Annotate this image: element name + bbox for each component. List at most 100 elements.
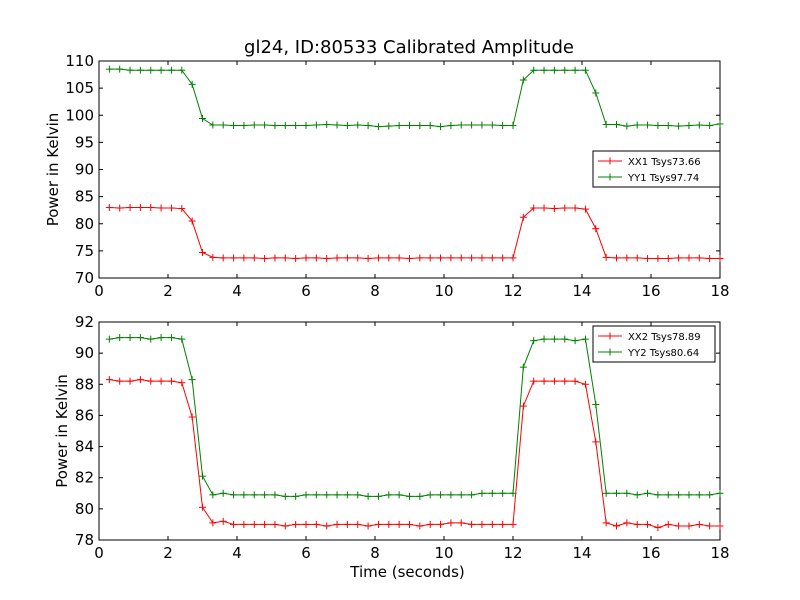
data-point	[302, 122, 310, 130]
data-point	[426, 520, 434, 528]
data-point	[509, 520, 517, 528]
data-point	[240, 254, 248, 262]
data-point	[230, 491, 238, 499]
data-point	[333, 520, 341, 528]
data-point	[188, 80, 196, 88]
data-point	[478, 489, 486, 497]
data-point	[126, 334, 134, 342]
data-point	[312, 254, 320, 262]
x-tick-label: 14	[572, 282, 591, 300]
data-point	[209, 121, 217, 129]
data-point	[312, 520, 320, 528]
y-tick-label: 80	[75, 215, 94, 233]
legend: XX2 Tsys78.89 YY2 Tsys80.64	[592, 325, 716, 363]
legend-label: XX2 Tsys78.89	[628, 332, 701, 343]
data-point	[664, 520, 672, 528]
data-point	[519, 402, 527, 410]
data-point	[509, 122, 517, 130]
data-point	[240, 491, 248, 499]
x-tick-label: 18	[710, 282, 729, 300]
bottom-plot-panel: 0 2 4 6 8 10 12 14 16 18 78 80 82 84 86 88 90 92 Power in …	[53, 313, 730, 581]
data-point	[199, 503, 206, 511]
data-point	[499, 122, 507, 130]
data-point	[644, 254, 652, 262]
data-point	[613, 120, 620, 128]
data-point	[581, 205, 589, 213]
data-point	[695, 520, 703, 528]
data-point	[292, 122, 300, 130]
x-tick-label: 6	[301, 544, 311, 562]
data-point	[623, 122, 631, 130]
data-point	[602, 253, 610, 261]
data-point	[209, 253, 217, 261]
data-point	[602, 519, 610, 527]
data-point	[406, 254, 413, 262]
data-point	[261, 520, 269, 528]
data-point	[343, 122, 351, 130]
data-point	[199, 472, 206, 480]
y-tick-label: 95	[75, 133, 94, 151]
data-point	[675, 522, 683, 530]
data-point	[136, 66, 144, 74]
data-point	[333, 491, 341, 499]
data-point	[105, 203, 113, 211]
series-line-xx	[109, 379, 720, 529]
data-point	[695, 254, 703, 262]
data-point	[157, 377, 165, 385]
data-point	[157, 204, 165, 212]
x-tick-label: 0	[94, 544, 104, 562]
data-point	[706, 491, 714, 499]
y-tick-label: 88	[75, 375, 94, 393]
data-point	[157, 66, 165, 74]
x-tick-label: 4	[232, 282, 242, 300]
data-point	[457, 491, 465, 499]
data-point	[685, 491, 693, 499]
data-point	[437, 254, 445, 262]
data-point	[416, 492, 424, 500]
data-point	[550, 377, 558, 385]
data-point	[240, 520, 248, 528]
x-tick-label: 8	[370, 282, 380, 300]
x-tick-label: 14	[572, 544, 591, 562]
data-point	[509, 254, 517, 262]
data-point	[261, 491, 269, 499]
data-point	[406, 492, 413, 500]
data-point	[354, 520, 362, 528]
data-point	[437, 520, 445, 528]
y-tick-label: 84	[75, 438, 94, 456]
data-point	[261, 254, 269, 262]
data-point	[426, 122, 434, 130]
data-point	[281, 122, 289, 130]
data-point	[509, 489, 517, 497]
data-point	[105, 65, 113, 73]
data-point	[219, 121, 227, 129]
data-point	[395, 254, 403, 262]
data-point	[613, 254, 620, 262]
data-point	[178, 379, 186, 387]
data-point	[633, 121, 641, 129]
data-point	[292, 492, 300, 500]
data-point	[488, 254, 496, 262]
data-point	[457, 519, 465, 527]
data-point	[613, 522, 620, 530]
data-point	[675, 491, 683, 499]
data-point	[519, 363, 527, 371]
y-tick-label: 105	[65, 79, 94, 97]
x-tick-label: 16	[641, 544, 660, 562]
data-point	[354, 254, 362, 262]
data-point	[395, 520, 403, 528]
data-point	[664, 254, 672, 262]
data-point	[374, 254, 382, 262]
data-point	[633, 254, 641, 262]
data-point	[592, 225, 600, 233]
data-point	[540, 204, 548, 212]
data-point	[571, 66, 579, 74]
data-point	[136, 376, 144, 384]
x-tick-label: 4	[232, 544, 242, 562]
y-tick-label: 82	[75, 469, 94, 487]
y-tick-label: 78	[75, 531, 94, 549]
data-point	[333, 121, 341, 129]
data-point	[716, 489, 724, 497]
data-point	[136, 203, 144, 211]
